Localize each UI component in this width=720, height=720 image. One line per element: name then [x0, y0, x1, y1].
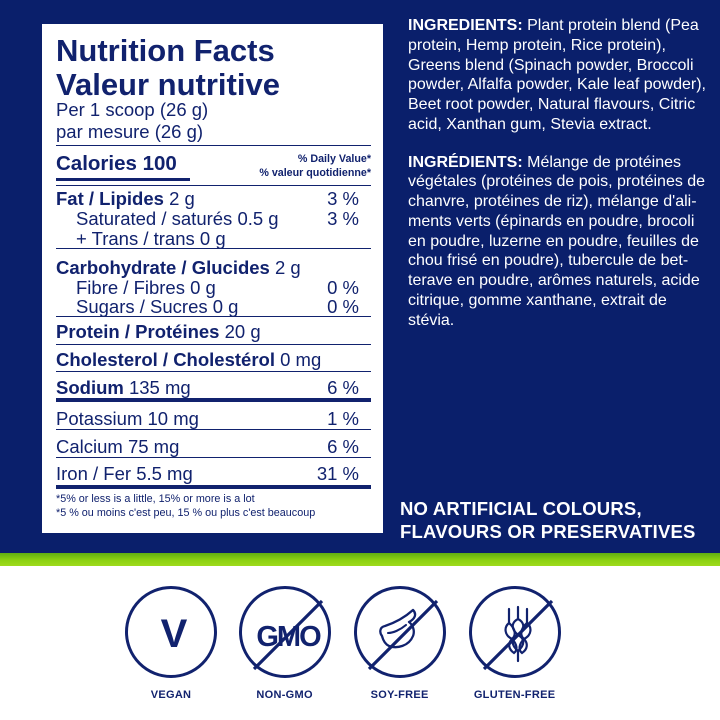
svg-text:GMO: GMO	[256, 621, 321, 653]
svg-text:V: V	[161, 612, 188, 656]
